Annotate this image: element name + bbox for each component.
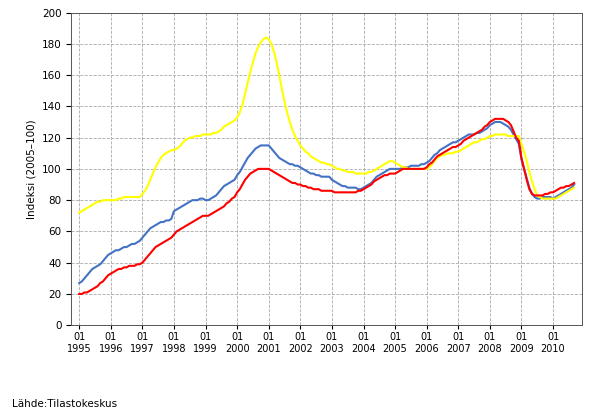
Koko liikevaihto (173, 207, 180, 212)
Kotimaan liikevaihto (75, 210, 83, 215)
Koko liikevaihto (465, 132, 472, 137)
Koko liikevaihto (571, 182, 578, 187)
Text: Lähde:Tilastokeskus: Lähde:Tilastokeskus (12, 399, 117, 409)
Kotimaan liikevaihto (263, 35, 270, 40)
Kotimaan liikevaihto (405, 166, 412, 171)
Kotimaan liikevaihto (265, 37, 272, 42)
Y-axis label: Indeksi (2005–100): Indeksi (2005–100) (26, 119, 36, 219)
Kotimaan liikevaihto (154, 160, 162, 165)
Koko liikevaihto (263, 143, 270, 148)
Kotimaan liikevaihto (450, 151, 457, 156)
Vientiliikevaihto (492, 116, 499, 121)
Kotimaan liikevaihto (571, 185, 578, 190)
Vientiliikevaihto (447, 146, 454, 151)
Line: Kotimaan liikevaihto: Kotimaan liikevaihto (79, 38, 574, 213)
Vientiliikevaihto (402, 166, 409, 171)
Koko liikevaihto (492, 120, 499, 125)
Line: Vientiliikevaihto: Vientiliikevaihto (79, 119, 574, 294)
Vientiliikevaihto (263, 166, 270, 171)
Kotimaan liikevaihto (173, 146, 180, 151)
Vientiliikevaihto (154, 243, 162, 248)
Line: Koko liikevaihto: Koko liikevaihto (79, 122, 574, 283)
Vientiliikevaihto (465, 135, 472, 140)
Vientiliikevaihto (173, 229, 180, 234)
Vientiliikevaihto (571, 181, 578, 186)
Koko liikevaihto (447, 141, 454, 146)
Koko liikevaihto (75, 281, 83, 286)
Koko liikevaihto (402, 165, 409, 170)
Vientiliikevaihto (75, 291, 83, 296)
Kotimaan liikevaihto (468, 141, 475, 146)
Koko liikevaihto (154, 221, 162, 226)
